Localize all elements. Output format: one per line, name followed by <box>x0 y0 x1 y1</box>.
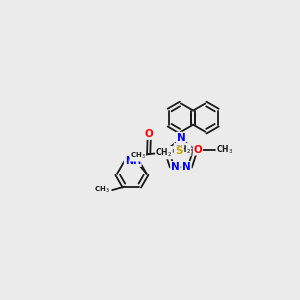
Text: N: N <box>176 133 185 142</box>
Text: CH$_3$: CH$_3$ <box>130 151 146 161</box>
Text: CH$_3$: CH$_3$ <box>216 143 233 156</box>
Text: NH: NH <box>124 156 141 166</box>
Text: CH$_3$: CH$_3$ <box>94 185 110 195</box>
Text: CH$_2$: CH$_2$ <box>174 143 191 156</box>
Text: O: O <box>194 145 202 155</box>
Text: S: S <box>176 146 183 156</box>
Text: O: O <box>145 129 154 139</box>
Text: CH$_2$: CH$_2$ <box>155 146 172 159</box>
Text: N: N <box>171 162 180 172</box>
Text: N: N <box>182 162 191 172</box>
